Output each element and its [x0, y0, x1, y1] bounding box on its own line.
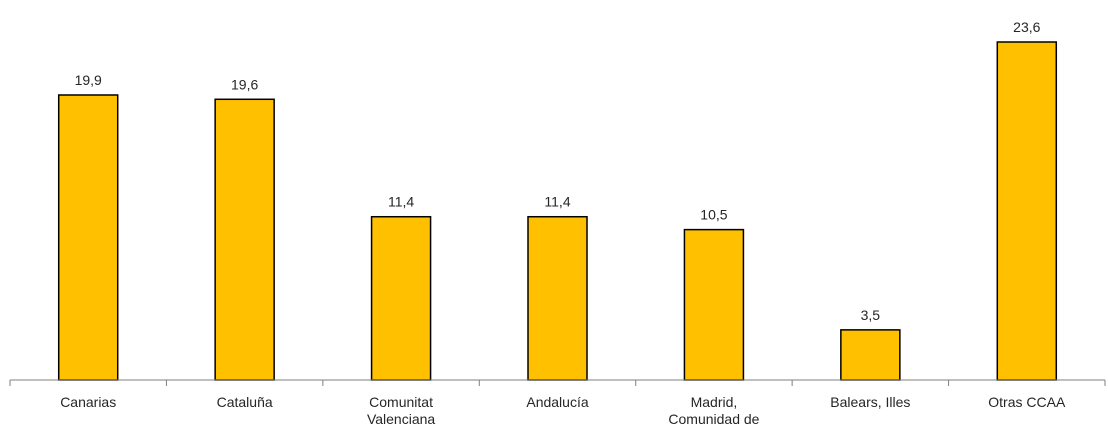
bar: [57, 94, 119, 381]
bar-value-label: 19,9: [75, 72, 102, 88]
bar-value-label: 19,6: [231, 76, 258, 92]
category-label: Cataluña: [217, 394, 273, 410]
bar-value-label: 23,6: [1013, 19, 1040, 35]
bar-value-label: 11,4: [544, 194, 570, 210]
category-label: Otras CCAA: [988, 394, 1066, 410]
bar: [840, 329, 901, 381]
category-label: Canarias: [60, 394, 116, 410]
bar-value-label: 3,5: [861, 307, 881, 323]
category-labels-group: Canarias Cataluña Comunitat Valenciana Andal…: [60, 394, 1066, 425]
bars-group: [57, 41, 1058, 381]
x-axis-ticks: [9, 380, 1106, 386]
category-label: Balears, Illes: [830, 394, 910, 410]
bar: [683, 228, 745, 381]
value-labels-group: 19,9 19,6 11,4 11,4 10,5 3,5 23,6: [75, 19, 1041, 323]
bar: [527, 215, 588, 381]
bar: [370, 215, 432, 381]
category-label: Comunitat Valenciana: [367, 394, 435, 425]
category-label: Madrid, Comunidad de: [668, 394, 759, 425]
bar-value-label: 11,4: [388, 194, 414, 210]
category-label: Andalucía: [526, 394, 588, 410]
bar: [214, 98, 275, 381]
bar-value-label: 10,5: [700, 207, 727, 223]
bar: [996, 41, 1058, 381]
